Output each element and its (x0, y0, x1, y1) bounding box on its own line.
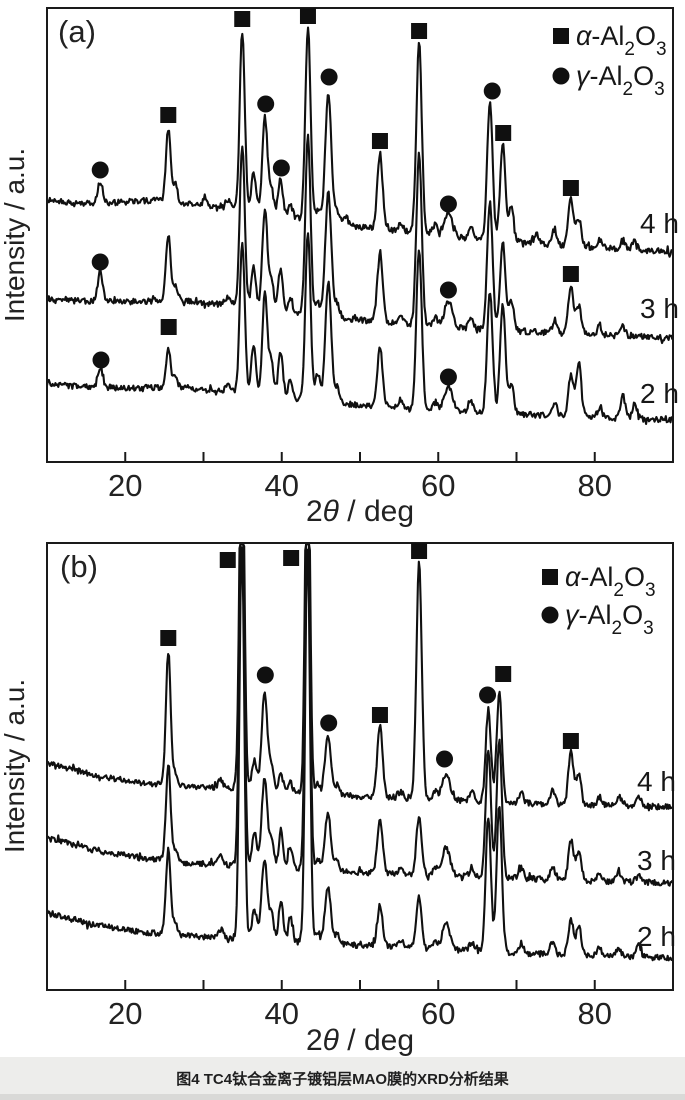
legend-square-icon (553, 28, 569, 44)
xrd-trace-3h (48, 544, 672, 887)
legend-label-1: γ-Al2​O3​ (565, 600, 654, 639)
y-axis-label: Intensity / a.u. (0, 679, 30, 853)
alpha-al2o3-marker-icon (299, 8, 316, 24)
trace-label-4h: 4 h (637, 766, 676, 797)
caption-band: 图4 TC4钛合金离子镀铝层MAO膜的XRD分析结果 (0, 1057, 685, 1100)
x-tick-label-20: 20 (108, 996, 142, 1031)
gamma-al2o3-marker-icon (91, 253, 109, 271)
y-axis-label: Intensity / a.u. (0, 148, 30, 322)
trace-label-2h: 2 h (637, 921, 676, 952)
panel-letter-b: (b) (60, 549, 98, 584)
x-tick-label-20: 20 (108, 468, 142, 503)
xrd-figure: 20 40 60 80 2θ / deg Intensity / a.u. (a) α-Al2… (0, 7, 679, 1057)
trace-label-3h: 3 h (637, 845, 676, 876)
x-tick-label-80: 80 (578, 468, 612, 503)
alpha-al2o3-marker-icon (371, 707, 388, 723)
xrd-trace-4h (48, 544, 672, 812)
alpha-al2o3-marker-icon (283, 550, 300, 566)
panel-letter-a: (a) (58, 14, 96, 49)
gamma-al2o3-marker-icon (483, 82, 501, 100)
legend-label-0: α-Al2​O3​ (565, 562, 656, 601)
panel-b: 20 40 60 80 2θ / deg Intensity / a.u. (b) α-Al2… (0, 542, 676, 1057)
xrd-trace-3h (48, 133, 672, 345)
gamma-al2o3-marker-icon (272, 159, 290, 177)
xrd-trace-2h (48, 546, 672, 962)
gamma-al2o3-marker-icon (91, 161, 109, 179)
alpha-al2o3-marker-icon (219, 552, 236, 568)
alpha-al2o3-marker-icon (562, 733, 579, 749)
x-tick-label-60: 60 (421, 468, 455, 503)
x-tick-label-40: 40 (265, 996, 299, 1031)
alpha-al2o3-marker-icon (160, 107, 177, 123)
gamma-al2o3-marker-icon (256, 666, 274, 684)
legend-square-icon (542, 569, 558, 585)
x-tick-label-80: 80 (578, 996, 612, 1031)
alpha-al2o3-marker-icon (160, 319, 177, 335)
legend-label-1: γ-Al2​O3​ (576, 61, 665, 100)
alpha-al2o3-marker-icon (371, 133, 388, 149)
legend-circle-icon (552, 67, 570, 85)
gamma-al2o3-marker-icon (439, 195, 457, 213)
trace-label-3h: 3 h (640, 293, 679, 324)
xrd-trace-4h (48, 26, 672, 258)
trace-label-2h: 2 h (640, 378, 679, 409)
alpha-al2o3-marker-icon (160, 630, 177, 646)
alpha-al2o3-marker-icon (234, 11, 251, 27)
trace-label-4h: 4 h (640, 208, 679, 239)
alpha-al2o3-marker-icon (562, 180, 579, 196)
gamma-al2o3-marker-icon (320, 68, 338, 86)
gamma-al2o3-marker-icon (436, 750, 454, 768)
gamma-al2o3-marker-icon (439, 368, 457, 386)
x-axis-label: 2θ / deg (306, 1024, 414, 1057)
legend-circle-icon (541, 606, 559, 624)
bottom-divider (0, 1094, 685, 1100)
alpha-al2o3-marker-icon (495, 125, 512, 141)
alpha-al2o3-marker-icon (411, 543, 428, 559)
x-axis-label: 2θ / deg (306, 495, 414, 528)
x-tick-label-60: 60 (421, 996, 455, 1031)
alpha-al2o3-marker-icon (562, 266, 579, 282)
legend-label-0: α-Al2​O3​ (576, 21, 667, 60)
panel-a: 20 40 60 80 2θ / deg Intensity / a.u. (a) α-Al2… (0, 7, 679, 528)
alpha-al2o3-marker-icon (495, 666, 512, 682)
alpha-al2o3-marker-icon (411, 23, 428, 39)
gamma-al2o3-marker-icon (439, 281, 457, 299)
figure-caption: 图4 TC4钛合金离子镀铝层MAO膜的XRD分析结果 (176, 1071, 509, 1088)
gamma-al2o3-marker-icon (257, 95, 275, 113)
gamma-al2o3-marker-icon (479, 686, 497, 704)
x-tick-label-40: 40 (265, 468, 299, 503)
xrd-trace-2h (48, 232, 672, 425)
gamma-al2o3-marker-icon (320, 714, 338, 732)
gamma-al2o3-marker-icon (92, 351, 110, 369)
